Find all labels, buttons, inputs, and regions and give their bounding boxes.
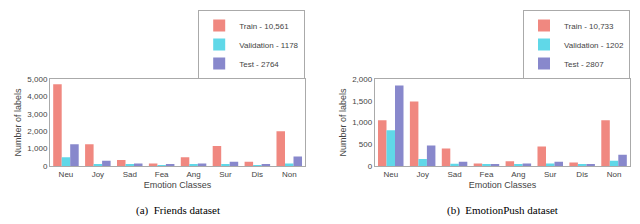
svg-text:1,000: 1,000: [27, 144, 48, 153]
svg-text:3,000: 3,000: [27, 110, 48, 119]
svg-text:1,000: 1,000: [352, 118, 373, 127]
svg-text:Sad: Sad: [123, 170, 137, 179]
svg-text:5,000: 5,000: [27, 75, 48, 84]
svg-text:500: 500: [359, 140, 373, 149]
svg-text:(a) Friends dataset: (a) Friends dataset: [136, 204, 220, 217]
svg-text:Joy: Joy: [416, 170, 428, 179]
svg-text:2,000: 2,000: [352, 75, 373, 84]
svg-text:Train - 10,733: Train - 10,733: [564, 22, 614, 31]
svg-text:Sur: Sur: [544, 170, 557, 179]
svg-text:Ang: Ang: [186, 170, 200, 179]
svg-text:Non: Non: [282, 170, 297, 179]
svg-text:Dis: Dis: [252, 170, 264, 179]
svg-text:Emotion Classes: Emotion Classes: [144, 180, 212, 190]
svg-text:Emotion Classes: Emotion Classes: [469, 180, 537, 190]
svg-text:Neu: Neu: [383, 170, 398, 179]
svg-text:Non: Non: [607, 170, 622, 179]
svg-text:Dis: Dis: [576, 170, 588, 179]
svg-text:Number of labels: Number of labels: [13, 88, 23, 157]
svg-text:Joy: Joy: [92, 170, 104, 179]
svg-text:(b) EmotionPush dataset: (b) EmotionPush dataset: [447, 204, 558, 217]
svg-text:Validation - 1202: Validation - 1202: [564, 41, 624, 50]
svg-text:4,000: 4,000: [27, 92, 48, 101]
svg-text:Test - 2807: Test - 2807: [564, 60, 604, 69]
svg-text:Ang: Ang: [511, 170, 525, 179]
svg-text:Number of labels: Number of labels: [338, 88, 348, 157]
svg-text:Sur: Sur: [219, 170, 232, 179]
svg-text:Fea: Fea: [480, 170, 494, 179]
svg-text:0: 0: [368, 162, 373, 171]
svg-text:Test - 2764: Test - 2764: [239, 60, 279, 69]
svg-text:2,000: 2,000: [27, 127, 48, 136]
svg-text:Validation - 1178: Validation - 1178: [239, 41, 298, 50]
svg-text:0: 0: [43, 162, 48, 171]
svg-text:Sad: Sad: [447, 170, 461, 179]
svg-text:Train - 10,561: Train - 10,561: [239, 22, 289, 31]
svg-text:Fea: Fea: [155, 170, 169, 179]
svg-text:Neu: Neu: [59, 170, 74, 179]
svg-text:1,500: 1,500: [352, 97, 373, 106]
